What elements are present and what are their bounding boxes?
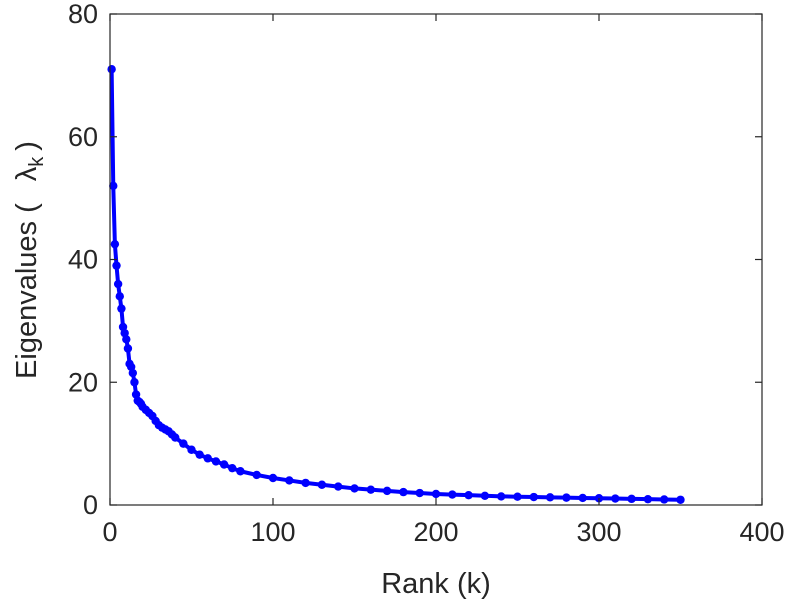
data-point (109, 181, 118, 191)
data-point (130, 378, 139, 387)
data-point (179, 439, 188, 448)
data-point (366, 485, 375, 494)
data-point (112, 261, 121, 270)
y-tick-label: 0 (83, 490, 98, 520)
data-point (415, 488, 424, 498)
data-point (228, 463, 237, 473)
data-point (334, 482, 343, 491)
y-axis-title: Eigenvalues ( λk) (11, 141, 48, 379)
data-point (285, 476, 294, 485)
data-point (117, 304, 126, 313)
data-point (115, 292, 124, 301)
data-point (195, 450, 204, 459)
data-point (350, 484, 359, 493)
x-tick-label: 400 (739, 517, 784, 547)
y-axis-title-subscript: k (26, 156, 48, 167)
data-point (382, 486, 392, 496)
data-point (611, 494, 620, 503)
data-point (122, 335, 131, 344)
data-point (660, 495, 669, 504)
data-point (268, 473, 278, 483)
y-tick-label: 60 (68, 122, 98, 152)
data-point (562, 493, 571, 502)
data-point (236, 467, 245, 476)
data-point (676, 495, 685, 504)
data-point (301, 478, 310, 488)
data-point (110, 239, 120, 249)
y-tick-label: 40 (68, 245, 98, 275)
data-point (113, 279, 123, 289)
data-point (123, 344, 133, 353)
data-point (578, 493, 587, 503)
data-point (187, 445, 196, 454)
data-point (643, 494, 653, 504)
x-tick-label: 200 (413, 517, 458, 547)
data-point (107, 65, 116, 74)
x-tick-label: 100 (250, 517, 295, 547)
x-tick-label: 300 (576, 517, 621, 547)
tick-layer: 0 100 200 300 400 0 20 40 60 80 (68, 0, 785, 547)
data-point (211, 457, 221, 466)
data-point (464, 490, 473, 500)
data-point (431, 489, 441, 499)
plot-area-background (110, 14, 762, 505)
y-tick-label: 20 (68, 367, 98, 397)
data-point (203, 454, 212, 463)
data-point (128, 368, 138, 378)
data-point (513, 492, 522, 501)
data-point (399, 487, 408, 497)
data-point (317, 480, 327, 489)
y-axis-title-symbol: λ (11, 166, 43, 181)
data-point (219, 460, 229, 469)
y-axis-title-close: ) (11, 141, 43, 151)
x-axis-title: Rank (k) (381, 568, 491, 600)
data-point (545, 493, 555, 502)
x-tick-label: 0 (102, 517, 117, 547)
series-layer (107, 65, 685, 504)
data-point (627, 494, 636, 504)
data-point (497, 492, 506, 501)
data-point (252, 470, 261, 480)
y-tick-label: 80 (68, 0, 98, 29)
data-point (448, 490, 457, 499)
data-point (171, 433, 180, 442)
y-axis-title-text: Eigenvalues ( (11, 203, 43, 379)
data-point (480, 491, 490, 500)
data-point (529, 492, 538, 502)
